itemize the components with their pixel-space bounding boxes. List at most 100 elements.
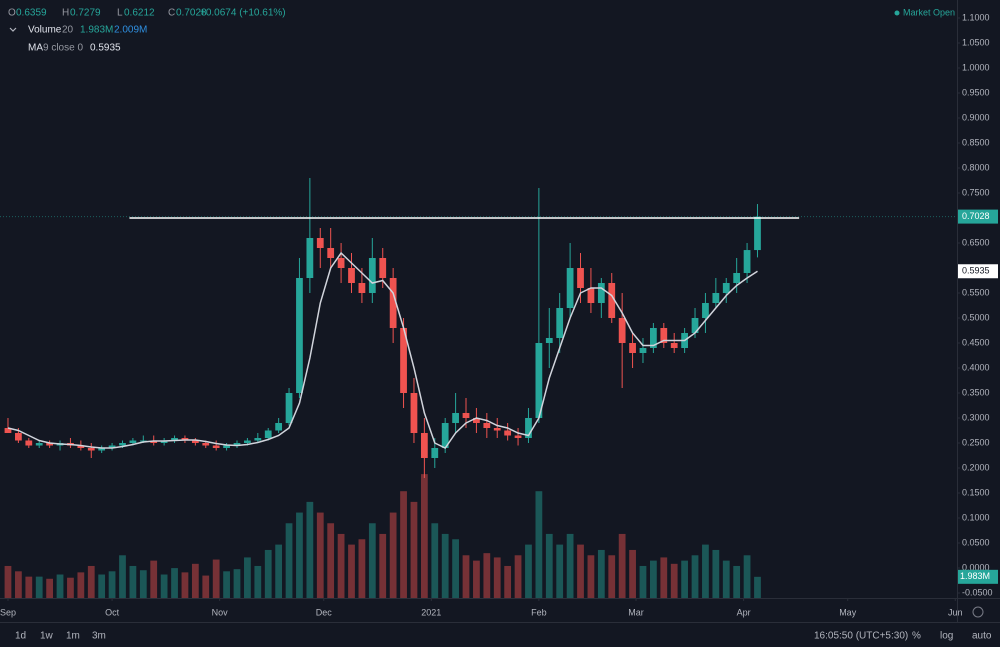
range-button[interactable]: 1d [15,631,26,642]
volume-bar [233,569,241,598]
candle-body [25,440,33,446]
volume-bar [712,549,720,598]
candle-body [473,418,480,423]
y-tick-label: 0.3500 [962,387,990,397]
clock: 16:05:50 (UTC+5:30) [814,631,908,642]
volume-bar [691,555,699,598]
y-tick-label: 1.1000 [962,12,990,22]
candle-body [306,238,314,278]
candle-body [702,303,709,318]
candle-body [316,238,324,248]
volume-bar [379,533,387,598]
low-label: L [117,8,123,19]
volume-bar [525,544,532,598]
volume-bar [670,563,678,598]
candle-body [4,428,12,433]
volume-bar [316,512,324,598]
volume-bar [129,565,137,598]
volume-badge-label: 1.983M [960,571,990,581]
candle-body [275,423,283,431]
y-tick-label: 0.2500 [962,437,990,447]
candle-body [722,283,730,293]
y-tick-label: 1.0500 [962,37,990,47]
candle-body [119,443,126,446]
x-tick-label: Apr [737,607,751,617]
auto-button[interactable]: auto [972,631,992,642]
percent-button[interactable]: % [912,631,921,642]
volume-bar [35,576,43,598]
candle-body [77,445,85,448]
candle-body [358,283,366,293]
candle-body [337,258,345,268]
volume-bar [348,544,355,598]
candle-body [98,448,106,451]
high-label: H [62,8,69,19]
y-tick-label: 0.8000 [962,162,990,172]
candle-body [139,440,147,442]
collapse-icon[interactable] [9,27,17,32]
ma-legend-name[interactable]: MA [28,43,43,54]
x-tick-label: Sep [0,607,16,617]
candle-body [379,258,387,278]
volume-bar [87,565,95,598]
x-tick-label: Jun [948,607,963,617]
range-button[interactable]: 1m [66,631,80,642]
volume-bar [410,501,418,598]
volume-bar [358,539,366,598]
volume-bar [368,523,376,598]
x-tick-label: 2021 [421,607,441,617]
log-button[interactable]: log [940,631,953,642]
volume-bar [337,533,345,598]
range-button[interactable]: 1w [40,631,54,642]
candle-body [545,338,553,343]
volume-bar [139,570,147,598]
volume-bar [275,544,283,598]
volume-bar [577,544,584,598]
y-tick-label: 0.2000 [962,462,990,472]
candle-body [212,445,220,448]
volume-bar [56,574,64,598]
candle-body [368,258,376,293]
candle-body [171,438,178,441]
volume-bar [493,557,501,598]
candle-body [608,283,616,318]
candle-body [452,413,459,423]
candle-body [244,440,251,443]
y-tick-label: 0.1000 [962,512,990,522]
volume-bar [171,568,178,598]
volume-bar [181,572,189,598]
x-tick-label: Mar [628,607,644,617]
y-tick-label: 0.3000 [962,412,990,422]
volume-bar [46,578,54,598]
volume-bar [306,501,314,598]
candle-body [504,430,512,436]
volume-bar [212,559,220,598]
y-tick-label: -0.0500 [962,587,993,597]
volume-bar [223,571,230,598]
volume-bar [15,571,22,598]
settings-icon[interactable] [972,606,984,618]
volume-bar [77,572,85,598]
candle-body [202,443,210,446]
volume-bar [389,512,397,598]
candle-body [650,328,657,348]
candle-body [348,268,355,283]
range-button[interactable]: 3m [92,631,106,642]
y-tick-label: 1.0000 [962,62,990,72]
candle-body [629,343,636,353]
high-value: 0.7279 [70,8,101,19]
volume-legend-name[interactable]: Volume [28,25,62,36]
volume-bar [462,555,470,598]
volume-bar [650,560,657,598]
volume-bar [25,576,33,598]
volume-bar [254,565,262,598]
volume-bar [420,474,428,598]
volume-bar [587,555,595,598]
price-badge-label: 0.7028 [962,211,990,221]
plot-area [4,178,800,598]
x-tick-label: Dec [316,607,333,617]
y-tick-label: 0.5500 [962,287,990,297]
y-tick-label: 0.7500 [962,187,990,197]
candle-body [129,440,137,443]
volume-bar [202,575,210,598]
